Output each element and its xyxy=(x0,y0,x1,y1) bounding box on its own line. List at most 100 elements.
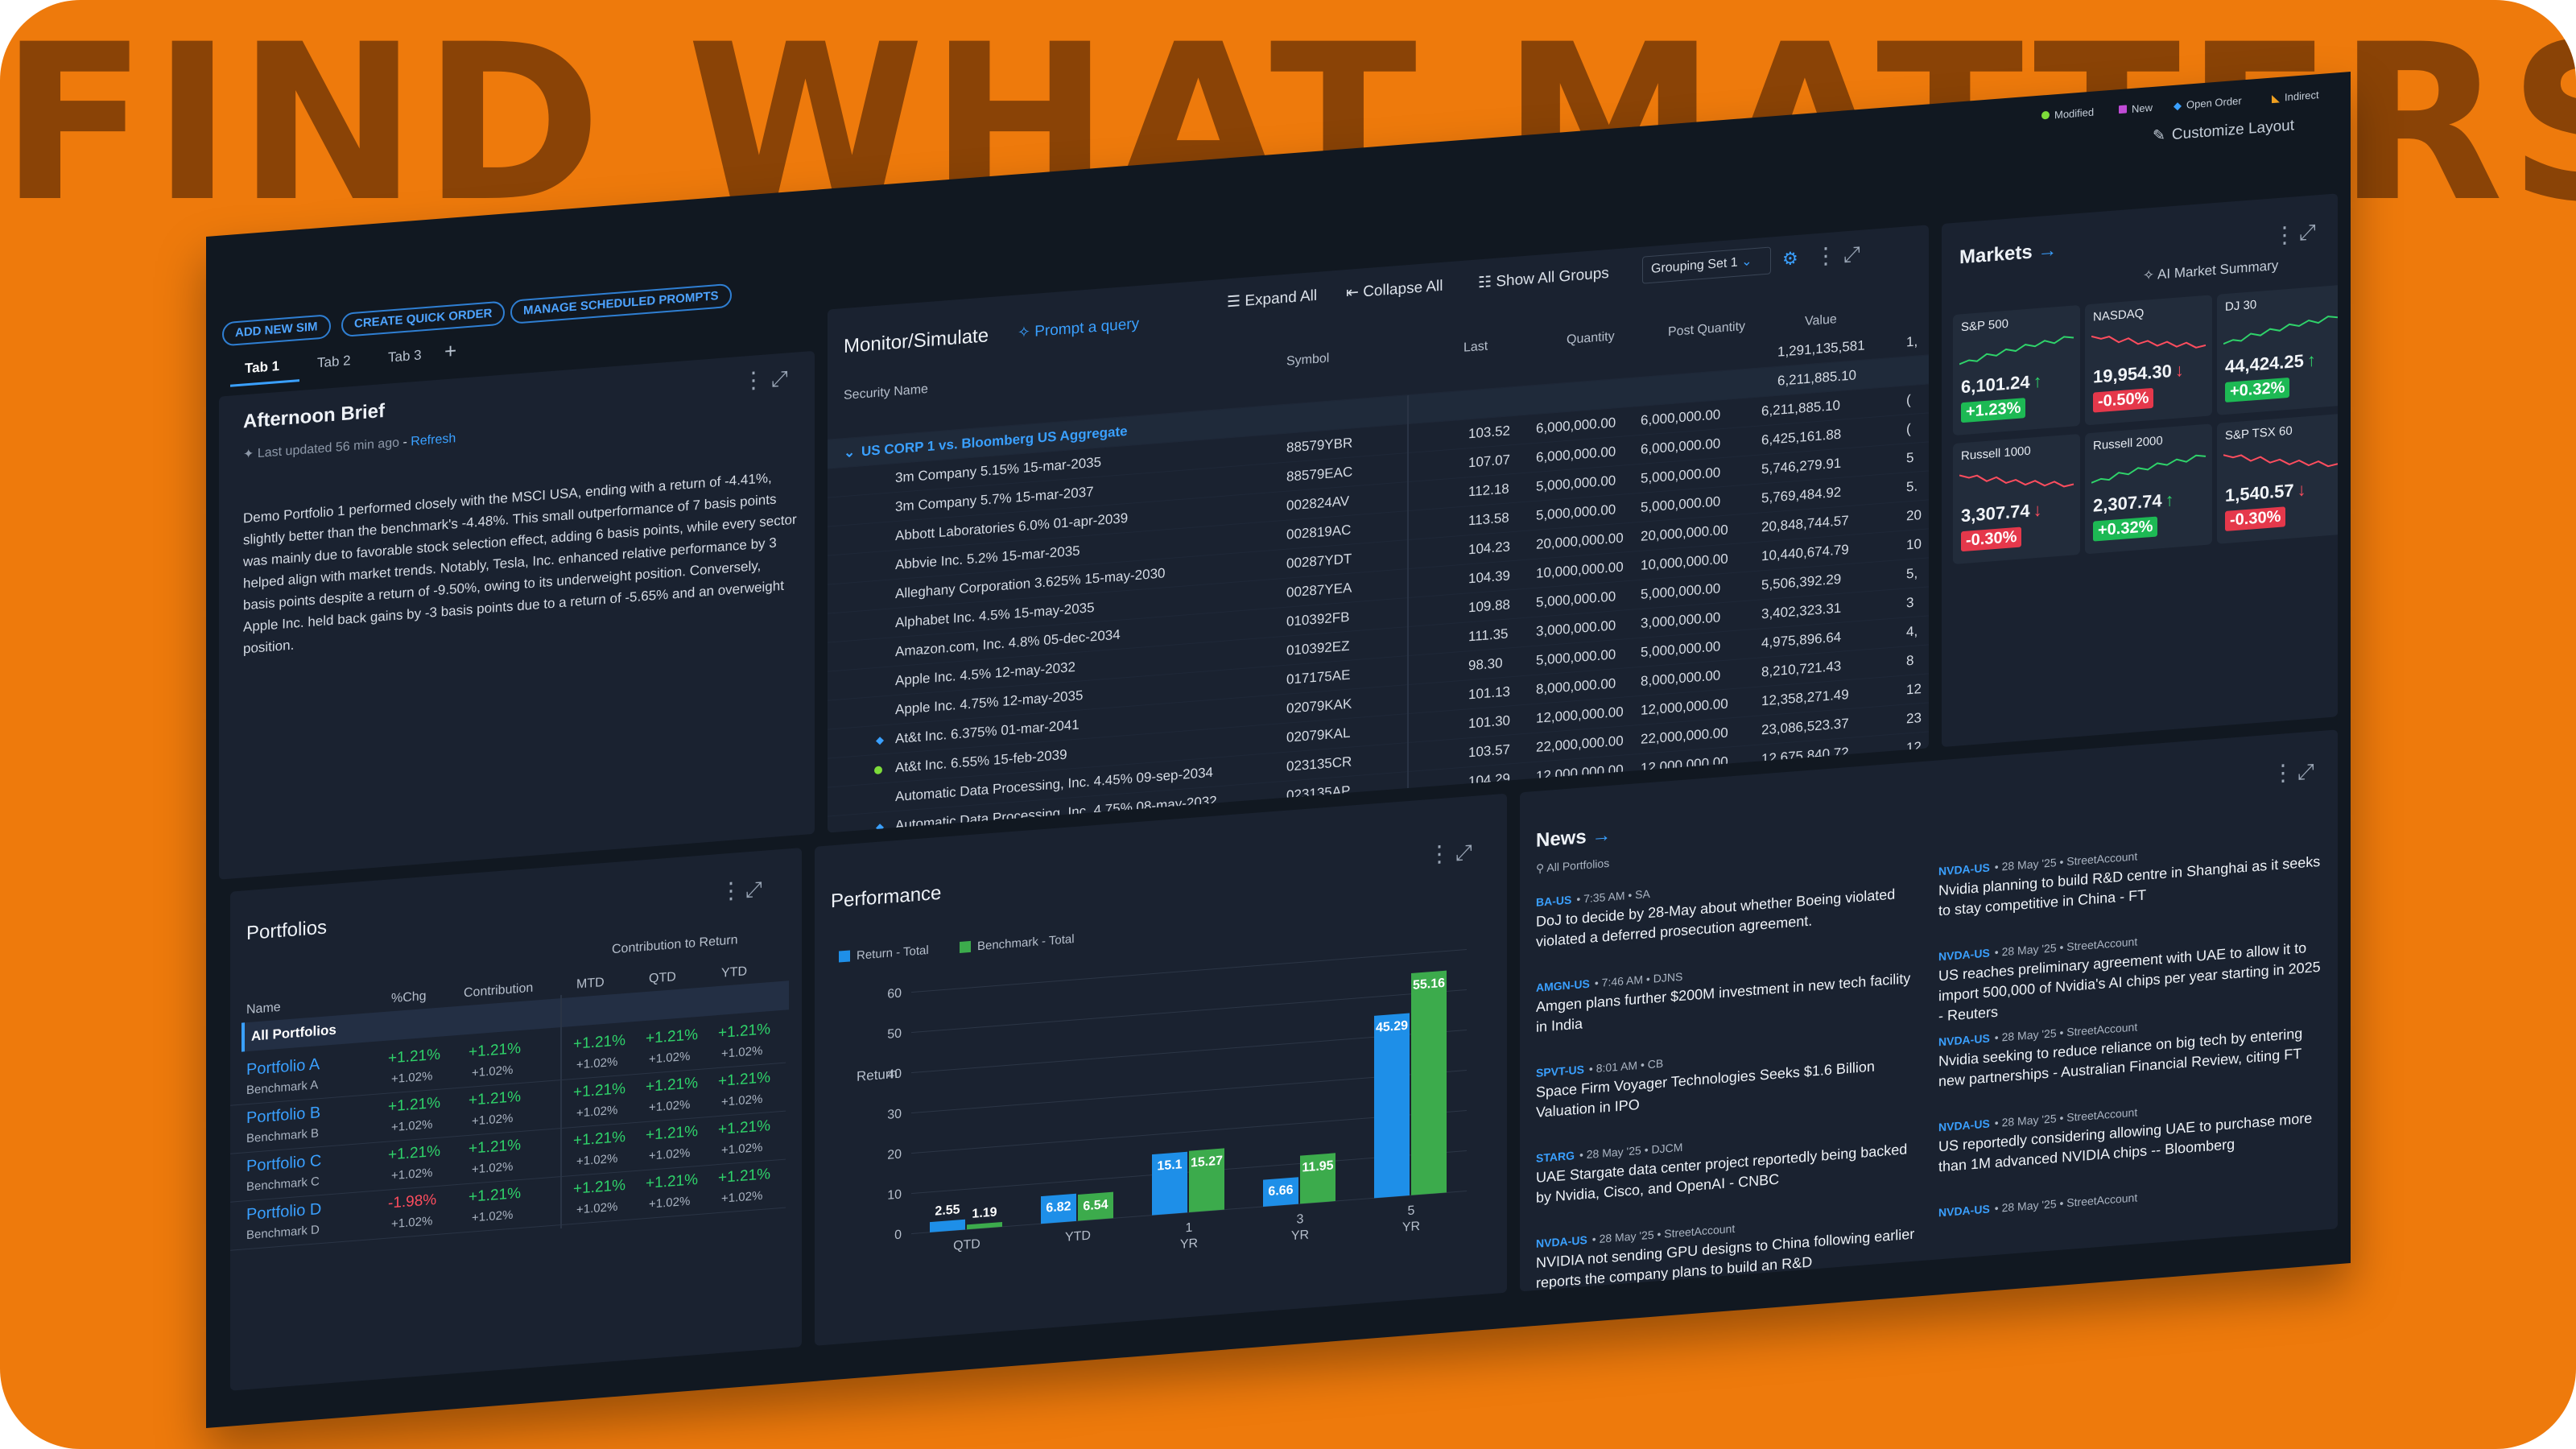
col-chg[interactable]: %Chg xyxy=(391,989,427,1006)
monitor-menu-icon[interactable]: ⋮ xyxy=(1814,242,1837,270)
cell-qtd-benchmark: +1.02% xyxy=(649,1049,691,1067)
portfolio-name[interactable]: Portfolio A xyxy=(246,1055,320,1080)
news-ticker[interactable]: BA-US xyxy=(1536,893,1572,909)
news-ticker[interactable]: AMGN-US xyxy=(1536,976,1590,994)
news-item[interactable]: STARG • 28 May '25 • DJCM UAE Stargate dat… xyxy=(1536,1122,1922,1208)
portfolio-name[interactable]: Portfolio B xyxy=(246,1104,321,1128)
cell-last: 112.18 xyxy=(1468,481,1509,500)
col-contribution[interactable]: Contribution xyxy=(464,980,534,1001)
news-item[interactable]: BA-US • 7:35 AM • SA DoJ to decide by 28-M… xyxy=(1536,866,1922,952)
news-item[interactable]: NVDA-US • 28 May '25 • StreetAccount xyxy=(1938,1176,2325,1222)
news-item[interactable]: NVDA-US • 28 May '25 • StreetAccount Nvidi… xyxy=(1938,835,2325,921)
brief-menu-icon[interactable]: ⋮ xyxy=(742,366,765,394)
manage-scheduled-prompts-button[interactable]: MANAGE SCHEDULED PROMPTS xyxy=(510,283,732,324)
market-tile[interactable]: Russell 2000 2,307.74 ↑ +0.32% xyxy=(2085,423,2212,555)
cell-last: 109.88 xyxy=(1468,597,1510,616)
market-tile[interactable]: S&P TSX 60 1,540.57 ↓ -0.30% xyxy=(2217,413,2338,544)
portfolio-name[interactable]: Portfolio D xyxy=(246,1199,322,1224)
bar-value-label: 6.54 xyxy=(1083,1197,1108,1213)
portfolio-name[interactable]: Portfolio C xyxy=(246,1151,322,1176)
news-expand-icon[interactable]: ⤢ xyxy=(2297,758,2314,785)
performance-menu-icon[interactable]: ⋮ xyxy=(1428,840,1451,868)
news-item[interactable]: NVDA-US • 28 May '25 • StreetAccount US re… xyxy=(1938,1091,2325,1177)
portfolios-expand-icon[interactable]: ⤢ xyxy=(745,876,762,902)
col-qtd[interactable]: QTD xyxy=(649,970,676,986)
news-ticker[interactable]: NVDA-US xyxy=(1938,1117,1990,1134)
create-quick-order-button[interactable]: CREATE QUICK ORDER xyxy=(341,300,506,338)
news-ticker[interactable]: STARG xyxy=(1536,1149,1575,1165)
table-settings-icon[interactable]: ⚙ xyxy=(1782,247,1798,270)
show-all-groups-button[interactable]: ☷ Show All Groups xyxy=(1478,264,1609,293)
collapse-all-button[interactable]: ⇤ Collapse All xyxy=(1346,277,1443,303)
col-value[interactable]: Value xyxy=(1805,312,1837,329)
add-new-sim-button[interactable]: ADD NEW SIM xyxy=(222,314,331,347)
market-tile[interactable]: NASDAQ 19,954.30 ↓ -0.50% xyxy=(2085,295,2212,426)
col-symbol[interactable]: Symbol xyxy=(1286,351,1330,369)
col-post-quantity[interactable]: Post Quantity xyxy=(1668,319,1746,340)
cell-contrib: +1.21% xyxy=(469,1136,521,1158)
news-item[interactable]: AMGN-US • 7:46 AM • DJNS Amgen plans furth… xyxy=(1536,952,1922,1038)
news-title[interactable]: News → xyxy=(1536,824,1611,852)
cell-post-quantity: 20,000,000.00 xyxy=(1641,522,1728,544)
pencil-icon: ✎ xyxy=(2153,126,2165,145)
col-name[interactable]: Name xyxy=(246,1000,281,1018)
prompt-query-button[interactable]: ✧ Prompt a query xyxy=(1018,315,1139,343)
news-item[interactable]: SPVT-US • 8:01 AM • CB Space Firm Voyager … xyxy=(1536,1037,1922,1123)
benchmark-name: Benchmark C xyxy=(246,1174,320,1195)
tab-2[interactable]: Tab 2 xyxy=(317,353,351,371)
market-tile[interactable]: DJ 30 44,424.25 ↑ +0.32% xyxy=(2217,284,2338,415)
news-filter[interactable]: ⚲ All Portfolios xyxy=(1536,857,1609,876)
add-tab-button[interactable]: + xyxy=(444,338,457,364)
col-ytd[interactable]: YTD xyxy=(721,964,747,980)
markets-expand-icon[interactable]: ⤢ xyxy=(2299,219,2316,245)
news-menu-icon[interactable]: ⋮ xyxy=(2272,759,2294,786)
news-ticker[interactable]: SPVT-US xyxy=(1536,1063,1584,1080)
cell-post-quantity: 8,000,000.00 xyxy=(1641,667,1721,689)
news-item[interactable]: NVDA-US • 28 May '25 • StreetAccount NVIDI… xyxy=(1536,1208,1922,1291)
markets-menu-icon[interactable]: ⋮ xyxy=(2273,221,2296,249)
cell-quantity: 22,000,000.00 xyxy=(1536,733,1624,755)
col-mtd[interactable]: MTD xyxy=(576,975,605,992)
col-last[interactable]: Last xyxy=(1463,339,1488,355)
news-filter-label: All Portfolios xyxy=(1546,856,1610,874)
group-chevron-icon[interactable]: ⌄ xyxy=(844,444,856,461)
tab-1[interactable]: Tab 1 xyxy=(245,357,280,377)
portfolios-menu-icon[interactable]: ⋮ xyxy=(720,877,742,904)
performance-expand-icon[interactable]: ⤢ xyxy=(1455,839,1472,865)
cell-value-truncated: 3 xyxy=(1906,594,1914,611)
grouping-select[interactable]: Grouping Set 1 ⌄ xyxy=(1642,246,1771,284)
col-quantity[interactable]: Quantity xyxy=(1567,329,1615,347)
news-ticker[interactable]: NVDA-US xyxy=(1938,1202,1990,1220)
market-tile[interactable]: Russell 1000 3,307.74 ↓ -0.30% xyxy=(1953,433,2080,565)
cell-ytd-benchmark: +1.02% xyxy=(721,1043,763,1061)
news-title-label: News xyxy=(1536,826,1587,852)
arrow-right-icon: → xyxy=(1591,824,1612,848)
news-ticker[interactable]: NVDA-US xyxy=(1938,946,1990,964)
customize-layout-button[interactable]: ✎ Customize Layout xyxy=(2153,116,2294,146)
news-ticker[interactable]: NVDA-US xyxy=(1536,1232,1587,1250)
x-tick-label: 3 xyxy=(1297,1212,1304,1227)
bar xyxy=(930,1219,965,1232)
benchmark-name: Benchmark D xyxy=(246,1223,320,1243)
cell-quantity: 10,000,000.00 xyxy=(1536,559,1624,581)
expand-all-button[interactable]: ☰ Expand All xyxy=(1227,287,1317,312)
cell-quantity: 5,000,000.00 xyxy=(1536,502,1616,523)
tab-3[interactable]: Tab 3 xyxy=(388,347,422,365)
ai-market-summary-button[interactable]: ✧ AI Market Summary xyxy=(2143,258,2278,284)
benchmark-name: Benchmark B xyxy=(246,1126,320,1146)
sparkle-icon: ✦ xyxy=(243,447,254,462)
monitor-expand-icon[interactable]: ⤢ xyxy=(1843,241,1860,267)
news-ticker[interactable]: NVDA-US xyxy=(1938,1031,1990,1049)
performance-panel: Performance ⋮ ⤢ Return - Total Benchmark … xyxy=(815,793,1507,1346)
cell-mtd-benchmark: +1.02% xyxy=(576,1199,618,1217)
market-value: 44,424.25 ↑ xyxy=(2225,349,2316,378)
news-ticker[interactable]: NVDA-US xyxy=(1938,861,1990,878)
col-security-name[interactable]: Security Name xyxy=(844,382,928,403)
refresh-link[interactable]: Refresh xyxy=(411,431,456,449)
cell-value: 23,086,523.37 xyxy=(1761,715,1849,738)
market-tile[interactable]: S&P 500 6,101.24 ↑ +1.23% xyxy=(1953,304,2080,436)
benchmark-name: Benchmark A xyxy=(246,1078,319,1098)
x-tick-label: YR xyxy=(1291,1228,1309,1244)
brief-expand-icon[interactable]: ⤢ xyxy=(771,365,788,391)
markets-title[interactable]: Markets → xyxy=(1959,239,2057,269)
